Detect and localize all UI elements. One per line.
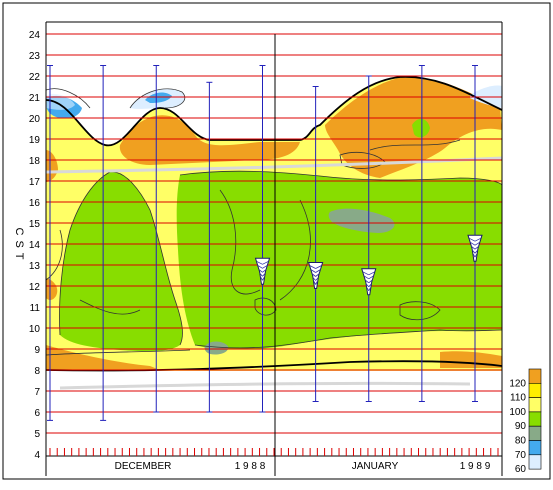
y-tick-label: 16	[29, 198, 41, 209]
legend: 120 110 100 90 80 70 60	[509, 368, 542, 475]
region-green-small	[412, 118, 430, 138]
arrow-marker	[467, 234, 483, 262]
arrow-marker	[361, 268, 377, 296]
x-year-label-1989: 1 9 8 9	[460, 461, 491, 472]
x-tick-marks	[49, 448, 499, 456]
contour-line	[219, 189, 261, 295]
contour-line	[179, 170, 502, 186]
region-orange-a	[119, 115, 300, 165]
grid-layer	[46, 33, 502, 434]
y-tick-label: 13	[29, 261, 41, 272]
region-cold-b	[46, 93, 75, 110]
y-tick-label: 21	[29, 93, 41, 104]
x-month-label-december: DECEMBER	[115, 461, 172, 472]
region-gray-a	[328, 208, 395, 233]
y-tick-label: 14	[29, 240, 41, 251]
legend-label: 90	[515, 421, 527, 432]
y-tick-label: 12	[29, 282, 41, 293]
y-tick-label: 19	[29, 135, 41, 146]
y-tick-label: 20	[29, 114, 41, 125]
region-gray-b	[204, 341, 229, 355]
legend-swatch	[528, 382, 542, 398]
y-tick-label: 22	[29, 72, 41, 83]
arrow-marker	[254, 257, 271, 285]
legend-label: 70	[515, 450, 527, 461]
contour-line	[194, 329, 502, 349]
contour-field	[46, 76, 502, 390]
y-tick-label: 17	[29, 177, 41, 188]
contour-line	[399, 301, 441, 321]
contour-line	[46, 349, 191, 356]
contour-line	[369, 139, 461, 151]
y-tick-label: 6	[34, 408, 40, 419]
legend-label: 60	[515, 464, 527, 475]
x-month-label-january: JANUARY	[352, 461, 399, 472]
legend-swatch	[528, 440, 542, 456]
region-green-2	[176, 171, 502, 350]
legend-label: 110	[510, 393, 526, 404]
contour-line	[59, 171, 183, 346]
region-orange-d	[46, 278, 58, 300]
legend-label: 120	[509, 378, 526, 389]
marker-layer	[254, 234, 483, 296]
y-tick-label: 7	[34, 387, 40, 398]
legend-swatch	[528, 397, 542, 413]
region-orange-c	[46, 150, 58, 182]
y-tick-label: 15	[29, 219, 41, 230]
legend-swatch	[528, 454, 542, 470]
contour-line	[79, 299, 141, 315]
region-cold-d	[145, 92, 172, 103]
legend-label: 80	[515, 436, 527, 447]
contour-line	[46, 229, 63, 281]
arrow-marker	[307, 262, 324, 289]
y-tick-label: 9	[34, 345, 40, 356]
y-tick-label: 23	[29, 51, 41, 62]
streak	[59, 381, 471, 390]
contour-line	[129, 88, 186, 109]
y-axis-label: C S T	[13, 228, 25, 261]
y-tick-label: 4	[34, 450, 40, 461]
x-year-label-1988: 1 9 8 8	[235, 461, 266, 472]
contour-line	[46, 76, 502, 147]
legend-swatch	[528, 425, 542, 441]
contour-line	[254, 297, 277, 316]
y-tick-labels: 4 5 6 7 8 9 10 11 12 13 14 15 16 17 18 19 20 21 22 23 24	[29, 30, 41, 461]
contour-line	[279, 199, 311, 301]
y-tick-label: 18	[29, 156, 41, 167]
y-tick-label: 24	[29, 30, 41, 41]
y-tick-label: 8	[34, 366, 40, 377]
region-bottom-orange	[46, 345, 160, 370]
y-tick-label: 5	[34, 429, 40, 440]
legend-swatch	[528, 368, 542, 384]
y-tick-label: 10	[29, 324, 41, 335]
legend-swatch	[528, 411, 542, 427]
whisker-layer	[47, 65, 478, 421]
legend-label: 100	[509, 407, 526, 418]
y-tick-label: 11	[30, 303, 41, 314]
